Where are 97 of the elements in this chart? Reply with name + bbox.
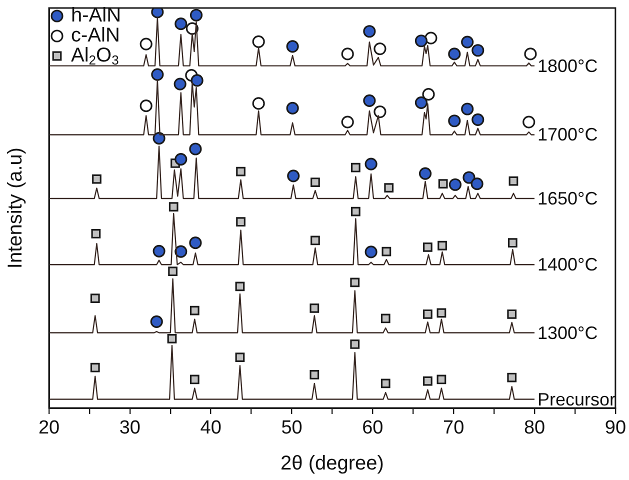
point bbox=[236, 217, 246, 227]
point bbox=[508, 238, 518, 248]
point bbox=[190, 306, 200, 316]
point bbox=[151, 68, 164, 81]
point bbox=[235, 282, 245, 292]
point bbox=[90, 294, 100, 303]
point bbox=[189, 142, 202, 156]
series-label: 1650°C bbox=[538, 188, 598, 208]
point bbox=[508, 176, 518, 186]
point bbox=[414, 34, 428, 48]
point bbox=[190, 374, 200, 384]
point bbox=[174, 18, 188, 30]
point bbox=[524, 48, 537, 60]
point bbox=[151, 8, 164, 18]
point bbox=[423, 309, 432, 319]
point bbox=[448, 48, 461, 60]
point bbox=[341, 116, 354, 128]
point bbox=[287, 170, 300, 182]
point bbox=[382, 246, 392, 256]
point bbox=[438, 240, 447, 250]
point bbox=[167, 334, 177, 344]
point bbox=[350, 162, 360, 172]
point bbox=[189, 236, 202, 250]
point bbox=[422, 88, 435, 101]
point bbox=[363, 25, 376, 38]
legend-label: h-AlN bbox=[71, 4, 122, 27]
point bbox=[286, 102, 299, 114]
point bbox=[286, 40, 299, 53]
point bbox=[461, 36, 474, 48]
series-label: 1300°C bbox=[538, 322, 598, 343]
x-axis-title: 2θ (degree) bbox=[280, 452, 384, 475]
point bbox=[310, 304, 320, 313]
point bbox=[168, 202, 178, 212]
point bbox=[374, 42, 386, 56]
point bbox=[380, 378, 390, 388]
point bbox=[507, 372, 517, 382]
point bbox=[461, 102, 474, 116]
point bbox=[190, 8, 203, 22]
point bbox=[423, 242, 432, 252]
point bbox=[91, 229, 101, 238]
series-label: 1800°C bbox=[538, 56, 598, 76]
point bbox=[424, 32, 438, 44]
x-tick-label: 60 bbox=[362, 418, 384, 439]
point bbox=[350, 340, 360, 349]
series-label: 1700°C bbox=[538, 124, 598, 145]
point bbox=[364, 158, 378, 170]
point bbox=[252, 35, 265, 48]
x-tick-label: 80 bbox=[524, 418, 546, 439]
series-label: 1400°C bbox=[538, 254, 598, 275]
point bbox=[140, 100, 152, 112]
point bbox=[174, 152, 188, 166]
point bbox=[472, 44, 484, 57]
x-tick-label: 70 bbox=[443, 418, 464, 439]
point bbox=[310, 178, 320, 187]
point bbox=[423, 376, 432, 386]
point bbox=[150, 315, 163, 328]
point bbox=[90, 362, 100, 372]
point bbox=[310, 370, 320, 380]
point bbox=[364, 246, 378, 258]
point bbox=[448, 178, 462, 191]
x-tick-label: 90 bbox=[604, 418, 626, 439]
point bbox=[341, 48, 354, 60]
point bbox=[436, 374, 446, 384]
point bbox=[140, 38, 152, 50]
point bbox=[462, 171, 476, 184]
point bbox=[168, 266, 178, 276]
point bbox=[252, 97, 265, 110]
x-tick-label: 50 bbox=[281, 418, 302, 439]
point bbox=[350, 206, 360, 216]
point bbox=[448, 114, 461, 128]
point bbox=[174, 245, 188, 258]
y-axis-title: Intensity (a.u) bbox=[4, 147, 27, 269]
point bbox=[436, 308, 446, 318]
point bbox=[384, 183, 394, 192]
point bbox=[363, 94, 376, 107]
point bbox=[350, 278, 360, 288]
point bbox=[418, 167, 432, 180]
point bbox=[310, 236, 320, 246]
point bbox=[152, 132, 166, 145]
point bbox=[190, 74, 204, 87]
x-tick-label: 30 bbox=[119, 418, 140, 439]
point bbox=[92, 174, 102, 184]
point bbox=[374, 105, 386, 118]
x-tick-label: 20 bbox=[38, 418, 60, 439]
point bbox=[522, 116, 536, 128]
point bbox=[174, 78, 186, 90]
point bbox=[507, 309, 517, 319]
legend-label: c-AlN bbox=[71, 24, 120, 47]
point bbox=[380, 314, 390, 324]
point bbox=[236, 166, 246, 176]
point bbox=[414, 96, 428, 109]
point bbox=[438, 179, 448, 189]
point bbox=[235, 352, 245, 362]
point bbox=[470, 178, 484, 190]
point bbox=[472, 113, 484, 126]
point bbox=[152, 244, 166, 258]
x-tick-label: 40 bbox=[200, 418, 222, 439]
